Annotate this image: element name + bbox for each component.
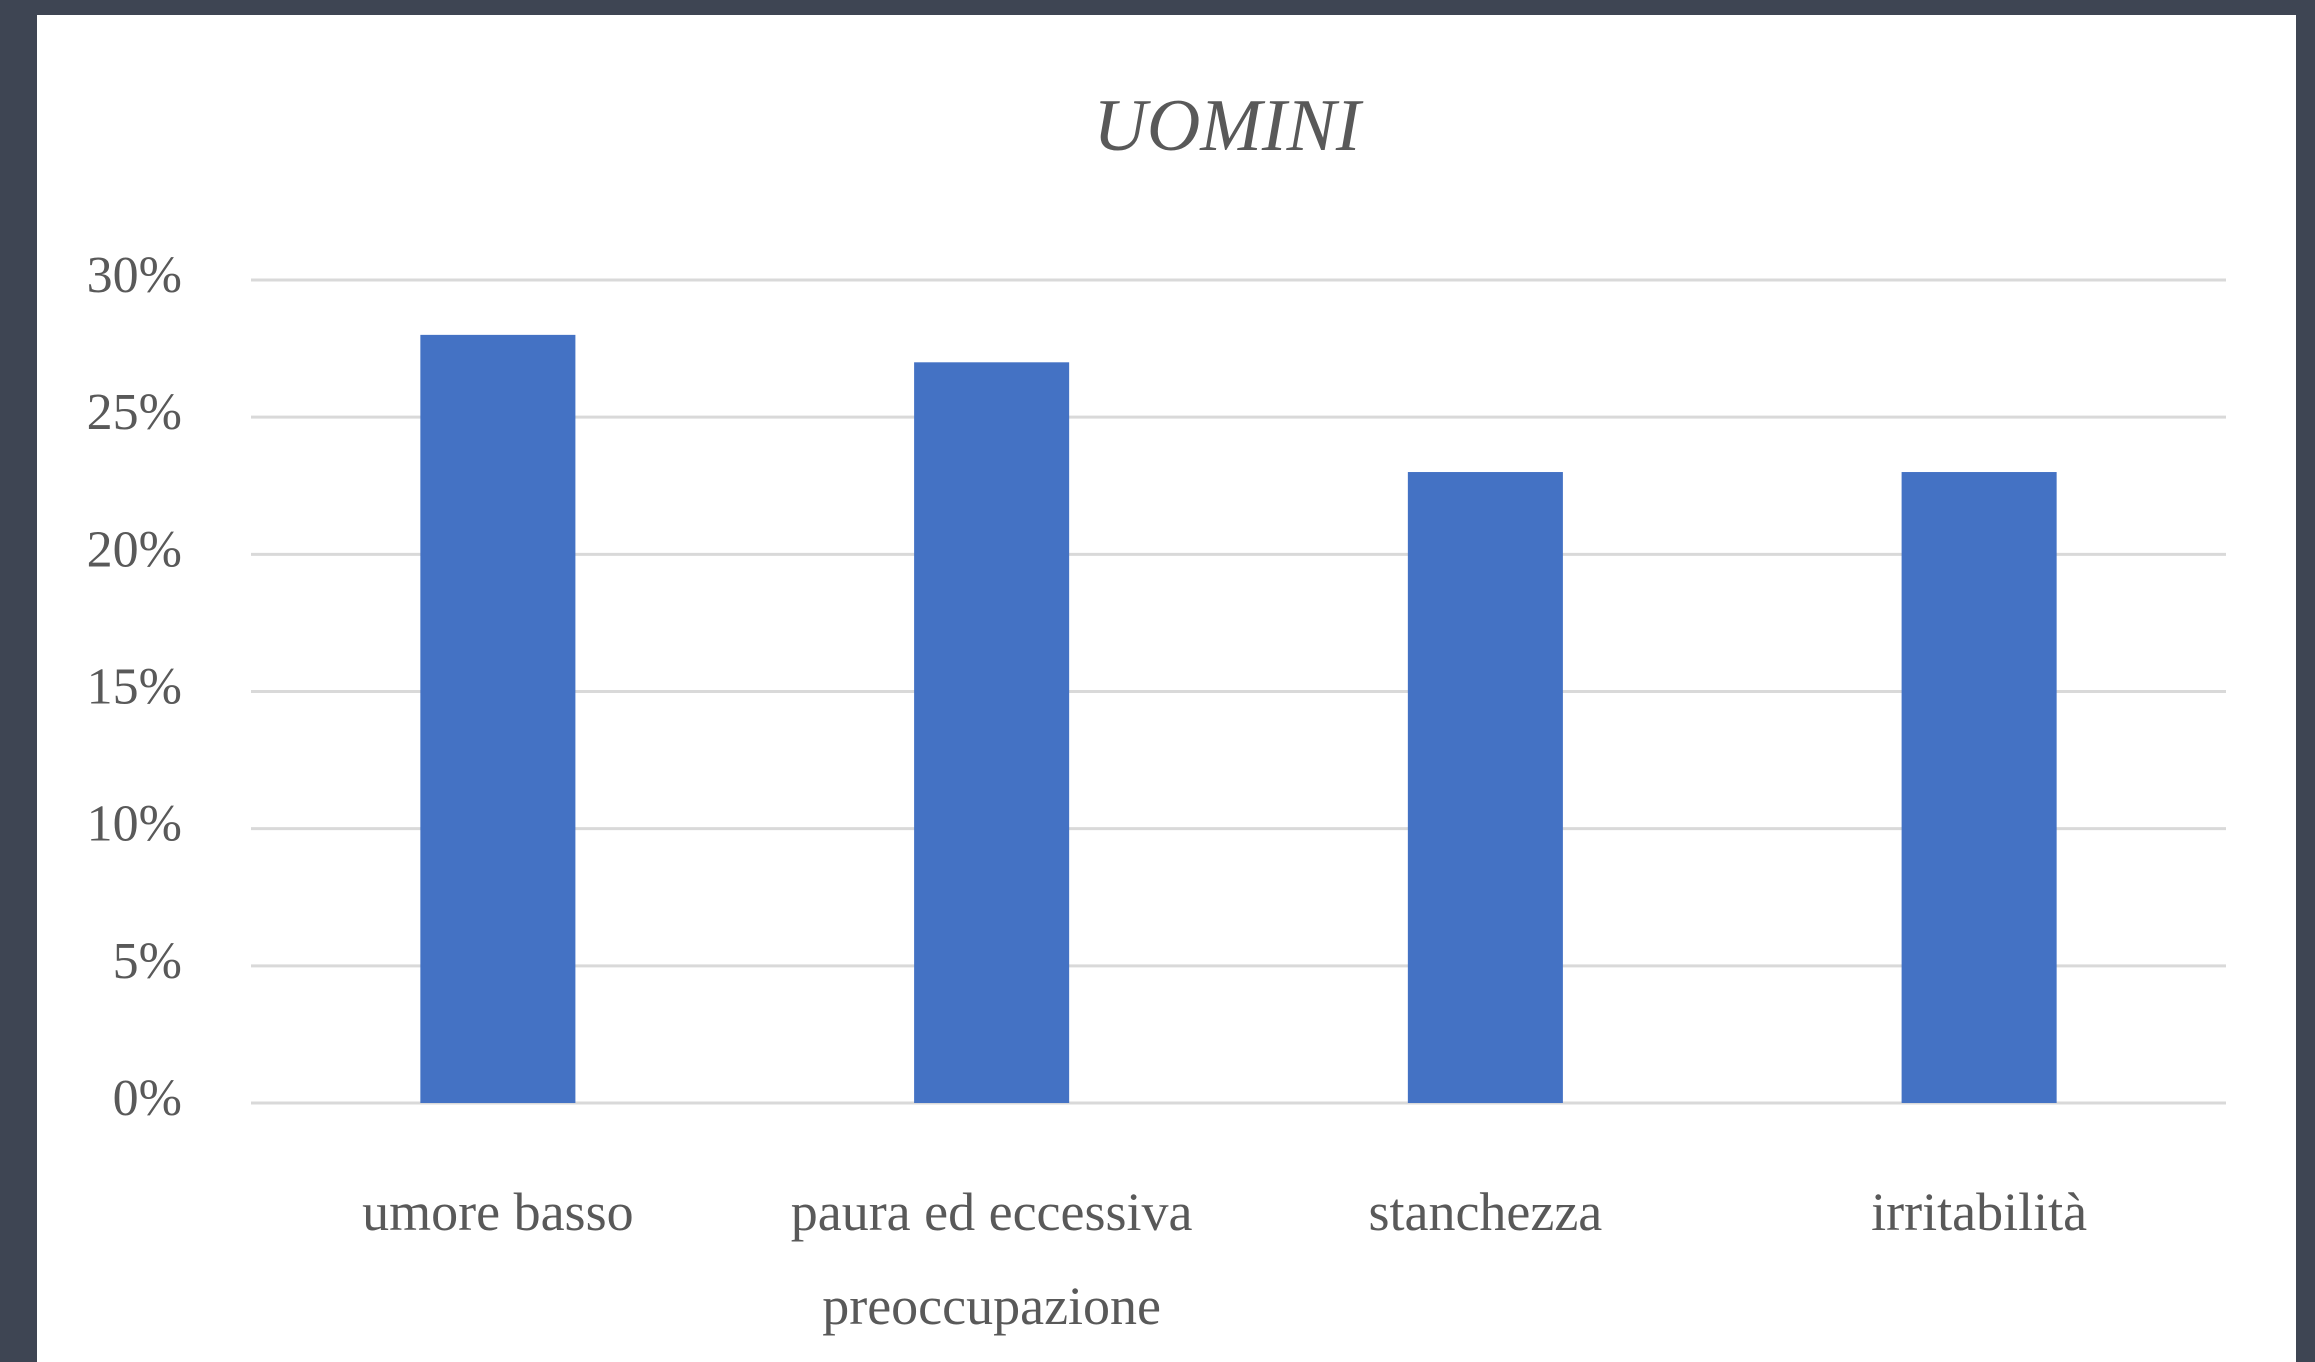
x-tick-label: umore basso bbox=[362, 1182, 634, 1242]
x-tick-label: irritabilità bbox=[1871, 1182, 2088, 1242]
chart-panel: UOMINI 0% 5% 10% 15% 20% 25% 30% umore basso pa… bbox=[37, 15, 2296, 1362]
bar bbox=[914, 362, 1070, 1103]
y-tick-label: 0% bbox=[113, 1070, 182, 1127]
bar bbox=[1407, 472, 1563, 1103]
bar bbox=[420, 334, 576, 1103]
y-tick-label: 30% bbox=[87, 247, 182, 304]
y-tick-label: 15% bbox=[87, 658, 182, 715]
x-tick-label: paura ed eccessiva preoccupazione bbox=[790, 1182, 1193, 1336]
y-tick-label: 20% bbox=[87, 521, 182, 578]
y-tick-label: 25% bbox=[87, 384, 182, 441]
x-tick-label: stanchezza bbox=[1368, 1182, 1603, 1242]
y-tick-label: 10% bbox=[87, 796, 182, 853]
chart: UOMINI 0% 5% 10% 15% 20% 25% 30% bbox=[87, 85, 2226, 1127]
y-tick-label: 5% bbox=[113, 933, 182, 990]
chart-title: UOMINI bbox=[1093, 85, 1364, 167]
bar bbox=[1901, 472, 2057, 1103]
